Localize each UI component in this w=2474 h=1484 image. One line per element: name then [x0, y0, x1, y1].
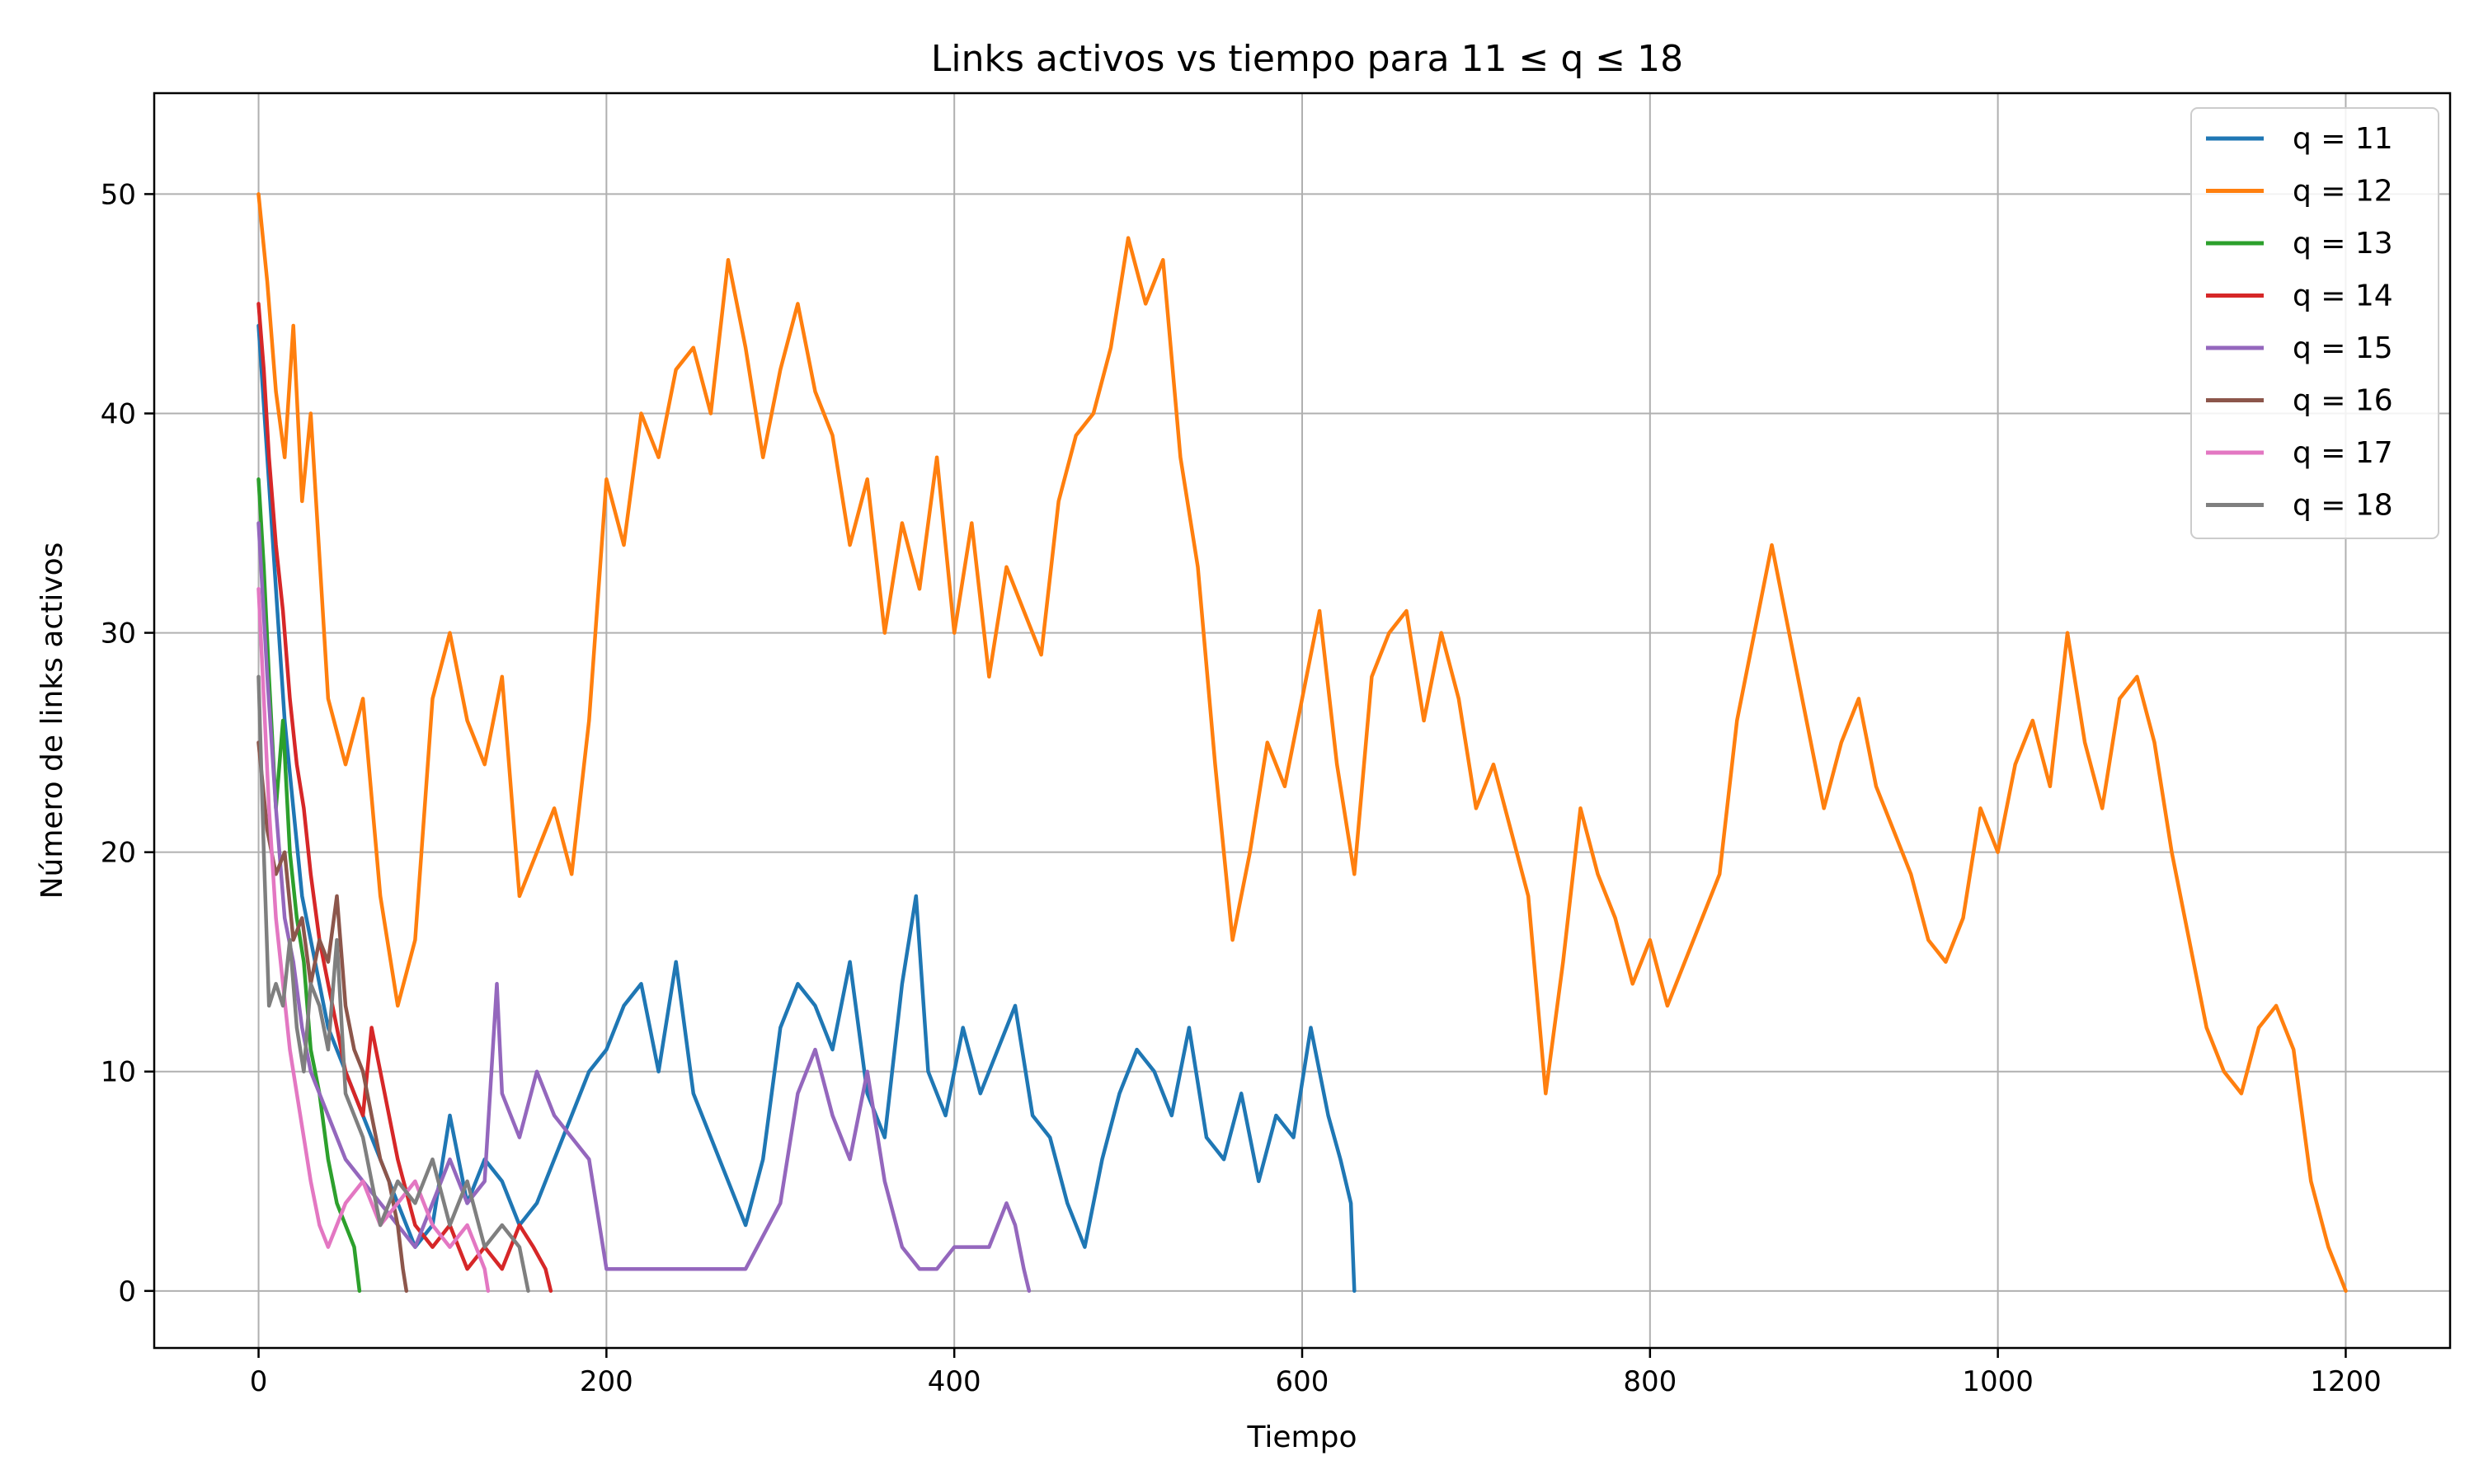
- legend-label: q = 13: [2293, 227, 2393, 261]
- legend: q = 11 q = 12 q = 13 q = 14 q = 15 q = 16 q = …: [2190, 107, 2439, 539]
- y-tick-label: 40: [101, 397, 136, 430]
- y-axis-label: Número de links activos: [35, 542, 69, 899]
- x-tick-label: 1000: [1962, 1365, 2034, 1398]
- series-lines: [256, 192, 2348, 1294]
- series-line-q=12: [256, 192, 2348, 1294]
- legend-label: q = 17: [2293, 436, 2393, 470]
- legend-label: q = 15: [2293, 331, 2393, 365]
- series-line-q=16: [256, 740, 409, 1294]
- x-axis-label: Tiempo: [1247, 1421, 1357, 1454]
- x-tick-label: 400: [928, 1365, 981, 1398]
- series-line-q=18: [256, 674, 530, 1294]
- legend-label: q = 14: [2293, 279, 2393, 313]
- x-tick-label: 800: [1623, 1365, 1677, 1398]
- legend-box: [2190, 107, 2439, 539]
- x-tick-label: 600: [1276, 1365, 1329, 1398]
- chart-title: Links activos vs tiempo para 11 ≤ q ≤ 18: [931, 38, 1683, 80]
- y-tick-label: 50: [101, 178, 136, 211]
- x-tick-label: 1200: [2310, 1365, 2382, 1398]
- series-line-q=15: [256, 521, 1032, 1294]
- y-tick-label: 30: [101, 618, 136, 650]
- axis-ticks: 0 200 400 600 800 1000 1200 0 10 20 30 40 50: [101, 178, 2382, 1398]
- legend-label: q = 18: [2293, 489, 2393, 523]
- x-tick-label: 200: [580, 1365, 633, 1398]
- series-line-q=11: [256, 323, 1357, 1294]
- legend-label: q = 16: [2293, 384, 2393, 418]
- legend-label: q = 11: [2293, 122, 2393, 156]
- series-line-q=17: [256, 587, 491, 1294]
- y-tick-label: 10: [101, 1056, 136, 1089]
- legend-label: q = 12: [2293, 175, 2393, 209]
- y-tick-label: 0: [118, 1275, 136, 1308]
- series-line-q=14: [256, 302, 553, 1294]
- y-tick-label: 20: [101, 837, 136, 870]
- x-tick-label: 0: [250, 1365, 268, 1398]
